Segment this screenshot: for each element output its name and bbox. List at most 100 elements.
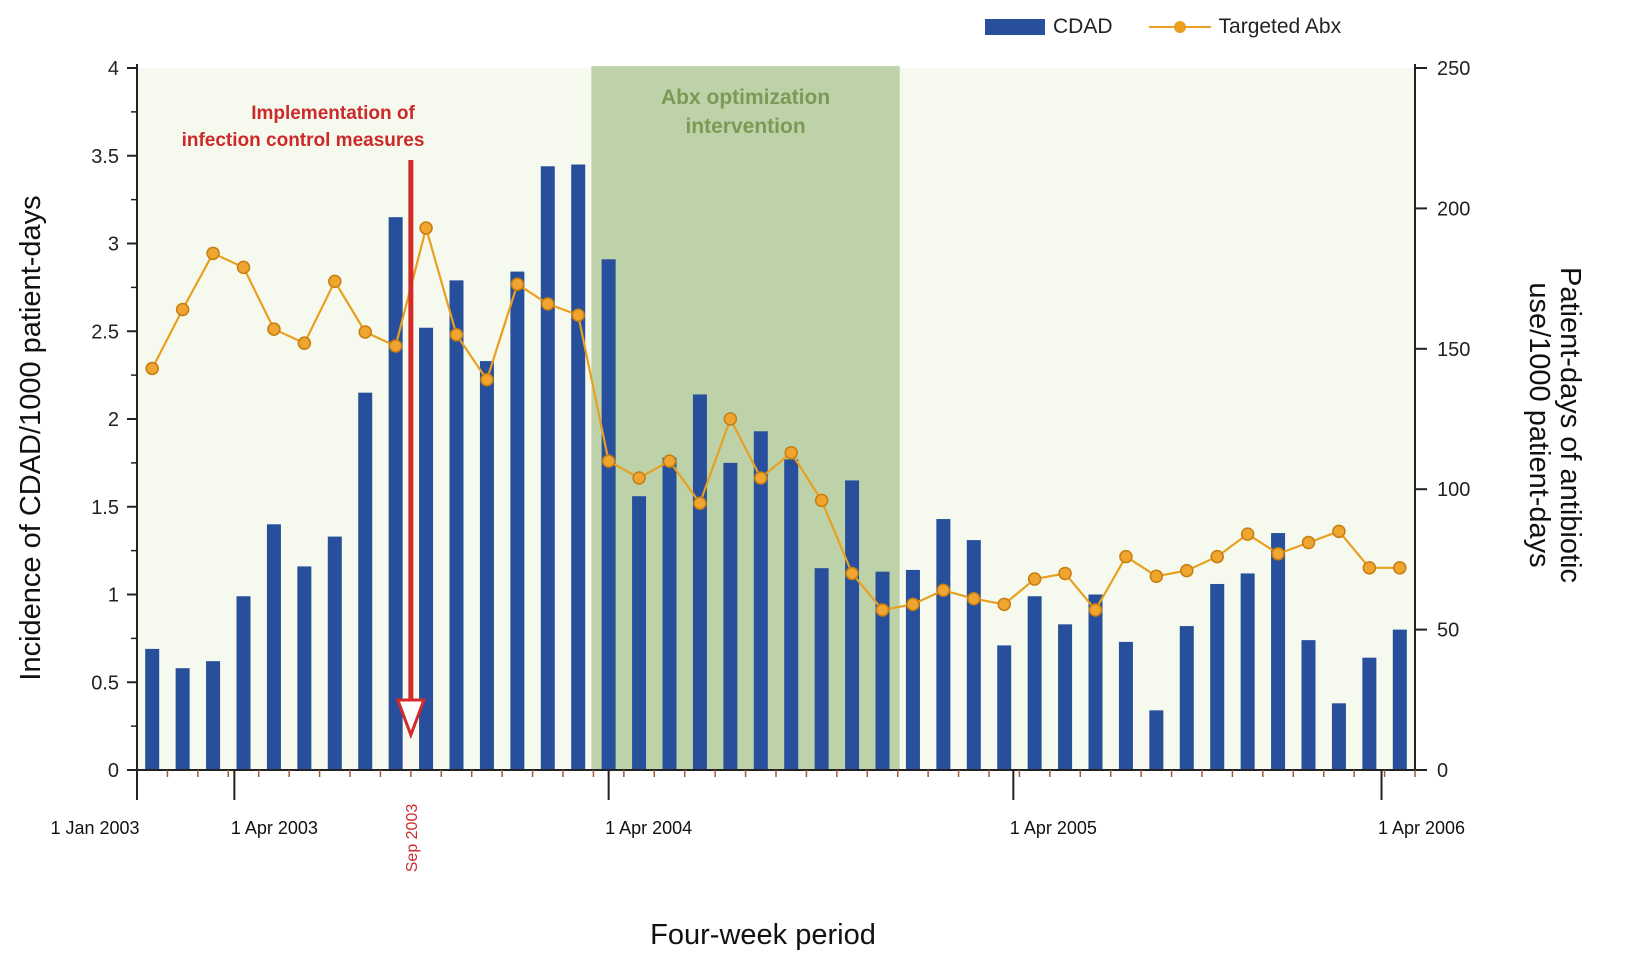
cdad-bar	[236, 596, 251, 770]
targeted-abx-marker	[145, 361, 159, 376]
y2-axis-title-line1: Patient-days of antibiotic	[1554, 267, 1586, 583]
targeted-abx-marker	[1362, 561, 1377, 575]
abx-optimization-label-line1: Abx optimization	[661, 86, 830, 109]
cdad-bar	[388, 217, 403, 771]
cdad-bar	[1058, 624, 1073, 770]
cdad-bar	[1271, 533, 1286, 770]
targeted-abx-marker	[1119, 549, 1133, 564]
sep-2003-label: Sep 2003	[404, 804, 421, 873]
targeted-abx-marker	[784, 445, 798, 460]
targeted-abx-marker	[693, 496, 707, 510]
cdad-bar	[632, 496, 647, 770]
cdad-bar	[662, 457, 677, 770]
cdad-bar	[1088, 594, 1103, 770]
cdad-bar	[266, 524, 281, 770]
targeted-abx-marker	[875, 603, 890, 617]
targeted-abx-marker	[541, 297, 555, 311]
targeted-abx-marker	[267, 322, 281, 336]
infection-control-arrow-head	[395, 698, 427, 740]
right-y-tick-label: 250	[1437, 58, 1470, 80]
x-date-label: 1 Apr 2003	[231, 818, 318, 838]
legend-item-abx: Targeted Abx	[1148, 15, 1342, 39]
right-y-tick-label: 0	[1437, 760, 1448, 782]
targeted-abx-marker	[601, 454, 616, 468]
targeted-abx-marker	[967, 591, 981, 606]
cdad-bars	[145, 164, 1407, 771]
cdad-bar	[145, 648, 160, 770]
cdad-bar	[814, 568, 829, 770]
left-y-tick-label: 2	[108, 409, 119, 431]
targeted-abx-marker	[936, 583, 951, 598]
targeted-abx-marker	[388, 339, 403, 353]
cdad-bar	[1210, 583, 1225, 770]
targeted-abx-marker	[206, 246, 220, 261]
targeted-abx-marker	[845, 566, 859, 581]
cdad-bar	[1027, 596, 1042, 770]
cdad-bar	[936, 519, 951, 770]
cdad-bar	[905, 569, 920, 770]
cdad-bar	[175, 668, 190, 770]
targeted-abx-marker	[1088, 603, 1103, 617]
right-y-tick-label: 200	[1437, 198, 1470, 220]
cdad-bar	[692, 394, 707, 770]
x-ticks: 1 Jan 2003 1 Apr 2003 1 Apr 2004 1 Apr 2005…	[50, 770, 1465, 838]
y-axis-title: Incidence of CDAD/1000 patient-days	[15, 195, 47, 680]
targeted-abx-marker	[571, 308, 585, 322]
cdad-bar	[510, 271, 525, 770]
targeted-abx-marker	[814, 493, 829, 508]
targeted-abx-marker	[906, 597, 920, 612]
cdad-bar	[875, 571, 890, 770]
targeted-abx-marker	[510, 277, 525, 291]
cdad-bar	[1179, 626, 1194, 770]
targeted-abx-marker	[997, 597, 1011, 612]
left-y-tick-label: 3.5	[91, 146, 119, 168]
targeted-abx-marker	[449, 328, 464, 342]
x-date-label: 1 Apr 2006	[1378, 818, 1465, 838]
x-date-label: 1 Apr 2004	[605, 818, 692, 838]
targeted-abx-marker	[1240, 527, 1255, 541]
cdad-bar	[206, 661, 221, 770]
targeted-abx-marker	[754, 471, 768, 485]
targeted-abx-marker	[358, 325, 372, 339]
chart-legend: CDAD Targeted Abx	[985, 12, 1377, 42]
targeted-abx-marker	[1149, 569, 1164, 583]
legend-item-cdad: CDAD	[985, 15, 1113, 39]
targeted-abx-marker	[723, 412, 738, 426]
x-axis-title: Four-week period	[650, 919, 876, 951]
cdad-bar	[1118, 641, 1133, 770]
x-date-label: 1 Jan 2003	[50, 818, 139, 838]
targeted-abx-marker	[632, 471, 646, 485]
cdad-bar	[327, 536, 342, 770]
legend-label-cdad: CDAD	[1053, 15, 1113, 38]
x-date-label: 1 Apr 2005	[1010, 818, 1097, 838]
right-y-ticks: 0 50 100 150 200 250	[1415, 58, 1470, 782]
targeted-abx-markers	[145, 221, 1407, 617]
cdad-bar	[1149, 710, 1164, 770]
targeted-abx-marker	[1301, 535, 1316, 550]
targeted-abx-marker	[175, 302, 190, 317]
cdad-bar	[723, 462, 738, 770]
cdad-bar	[419, 327, 434, 770]
targeted-abx-marker	[1180, 563, 1194, 578]
left-y-tick-label: 3	[108, 234, 119, 256]
cdad-bar	[601, 259, 616, 770]
left-y-tick-label: 1	[108, 585, 119, 607]
cdad-bar	[479, 361, 494, 770]
cdad-bar	[358, 392, 373, 770]
infection-control-label-line2: infection control measures	[182, 130, 425, 151]
cdad-bar	[449, 280, 464, 770]
targeted-abx-marker	[419, 221, 433, 235]
cdad-bar	[297, 566, 312, 770]
y2-axis-title-line2: use/1000 patient-days	[1523, 282, 1555, 567]
targeted-abx-marker	[236, 260, 251, 275]
right-y-tick-label: 50	[1437, 620, 1459, 642]
cdad-bar	[1331, 703, 1346, 770]
abx-optimization-label-line2: intervention	[685, 115, 805, 138]
targeted-abx-marker	[297, 336, 312, 350]
right-y-tick-label: 150	[1437, 339, 1470, 361]
legend-label-abx: Targeted Abx	[1218, 15, 1342, 38]
targeted-abx-marker	[480, 372, 494, 387]
cdad-bar	[1240, 573, 1255, 770]
legend-bar-swatch	[985, 19, 1045, 35]
